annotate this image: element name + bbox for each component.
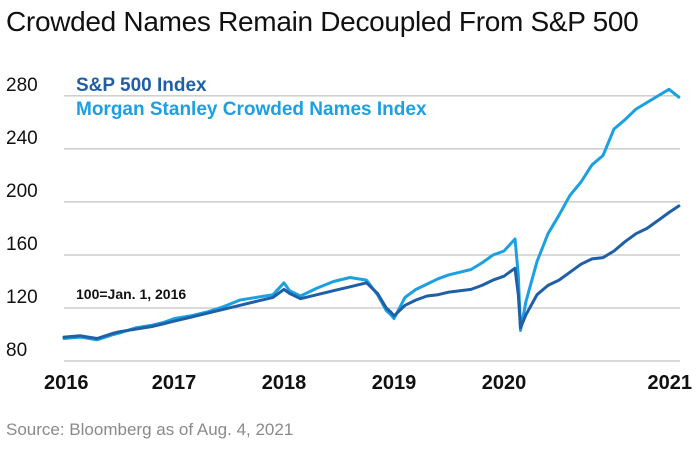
chart-title: Crowded Names Remain Decoupled From S&P …: [6, 6, 639, 37]
source-note: Source: Bloomberg as of Aug. 4, 2021: [6, 420, 294, 439]
x-tick-label: 2017: [152, 372, 197, 394]
y-tick-label: 280: [6, 75, 38, 96]
y-tick-label: 200: [6, 181, 38, 202]
x-tick-label: 2019: [372, 372, 417, 394]
y-axis-ticks: 80 120 160 200 240 280: [6, 75, 38, 361]
legend-crowded-names: Morgan Stanley Crowded Names Index: [76, 99, 427, 120]
y-tick-label: 120: [6, 287, 38, 308]
series-lines: [62, 87, 681, 342]
x-tick-label: 2020: [482, 372, 527, 394]
gridlines: [64, 95, 680, 362]
series-line-crowded-names: [62, 87, 681, 342]
legend-sp500: S&P 500 Index: [76, 75, 207, 96]
x-tick-label: 2018: [262, 372, 307, 394]
x-tick-label: 2021: [648, 372, 693, 394]
y-tick-label: 80: [6, 340, 27, 361]
x-axis-ticks: 2016 2017 2018 2019 2020 2021: [44, 372, 692, 394]
y-tick-label: 160: [6, 234, 38, 255]
x-tick-label: 2016: [44, 372, 89, 394]
y-tick-label: 240: [6, 128, 38, 149]
series-line-sp500: [62, 204, 681, 340]
baseline-annotation: 100=Jan. 1, 2016: [76, 286, 186, 302]
